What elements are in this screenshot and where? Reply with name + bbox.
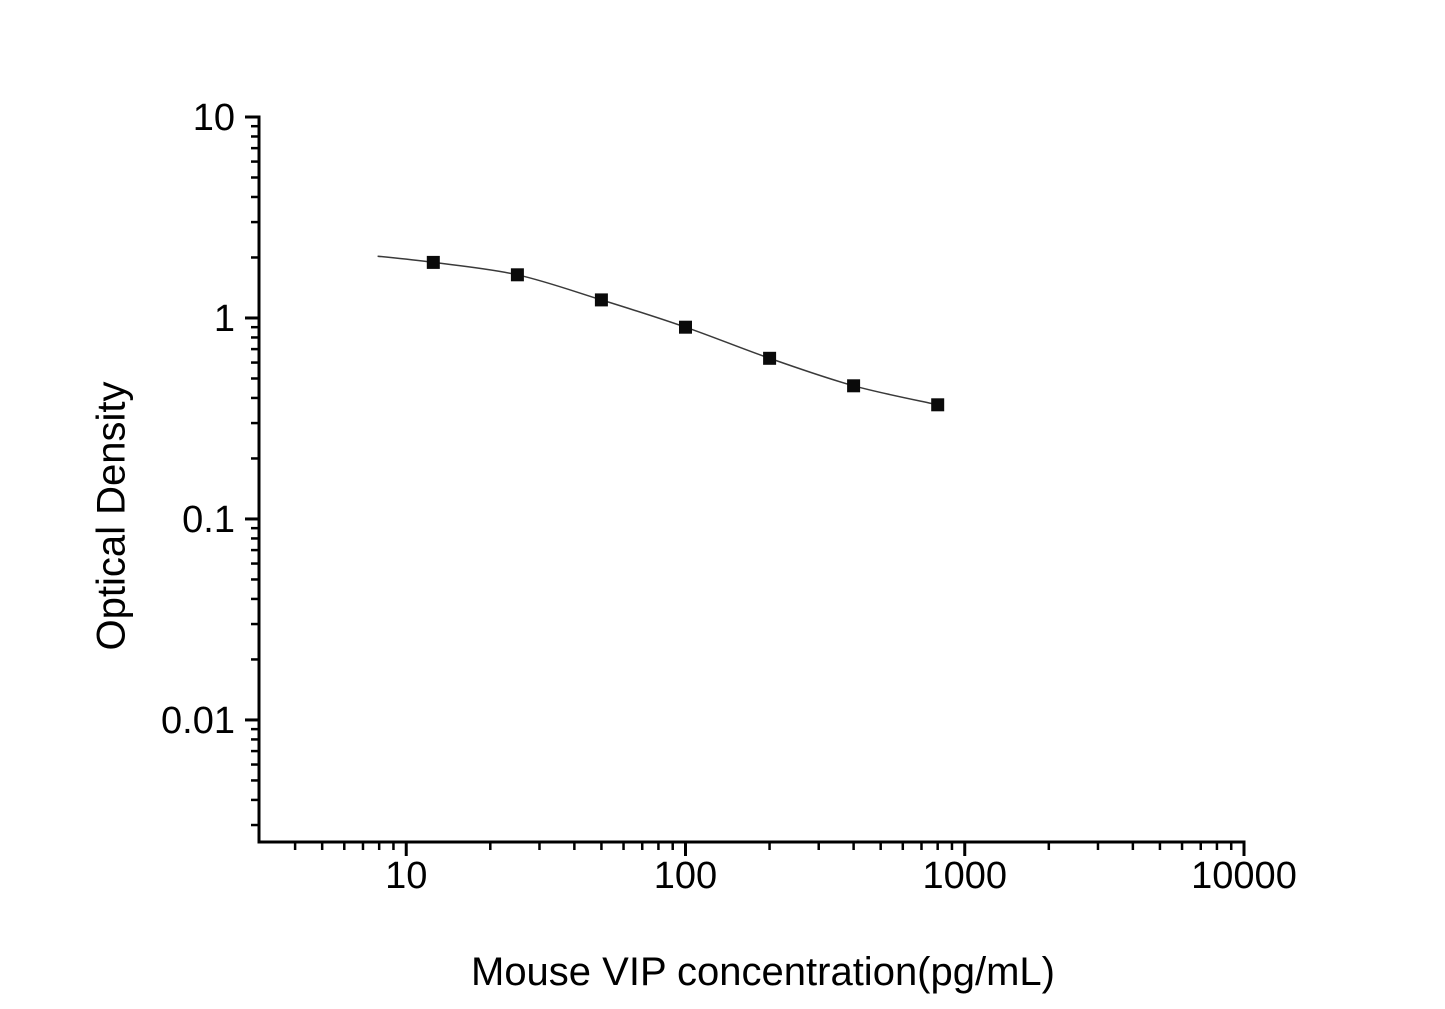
- data-point-marker: [594, 293, 608, 307]
- x-axis-title: Mouse VIP concentration(pg/mL): [470, 950, 1056, 994]
- x-tick-label: 1000: [922, 855, 1007, 897]
- x-tick-label: 10: [385, 855, 427, 897]
- data-point-marker: [510, 268, 524, 282]
- y-axis-ticks: 10 1 0.1 0.01: [161, 97, 259, 827]
- x-tick-label: 10000: [1191, 855, 1297, 897]
- y-axis-title: Optical Density: [89, 381, 134, 651]
- x-tick-label: 100: [654, 855, 717, 897]
- data-point-marker: [763, 351, 777, 365]
- y-tick-label: 0.1: [182, 499, 235, 541]
- data-point-marker: [679, 320, 692, 334]
- axes: [257, 115, 1246, 844]
- y-tick-label: 1: [214, 298, 235, 340]
- data-point-marker: [931, 398, 945, 412]
- series-standard-curve: [377, 255, 945, 412]
- x-axis-ticks: 10 100 1000 10000: [293, 842, 1297, 897]
- data-point-marker: [847, 379, 861, 393]
- y-tick-label: 10: [193, 97, 235, 139]
- y-tick-label: 0.01: [161, 700, 235, 742]
- data-point-marker: [426, 255, 440, 269]
